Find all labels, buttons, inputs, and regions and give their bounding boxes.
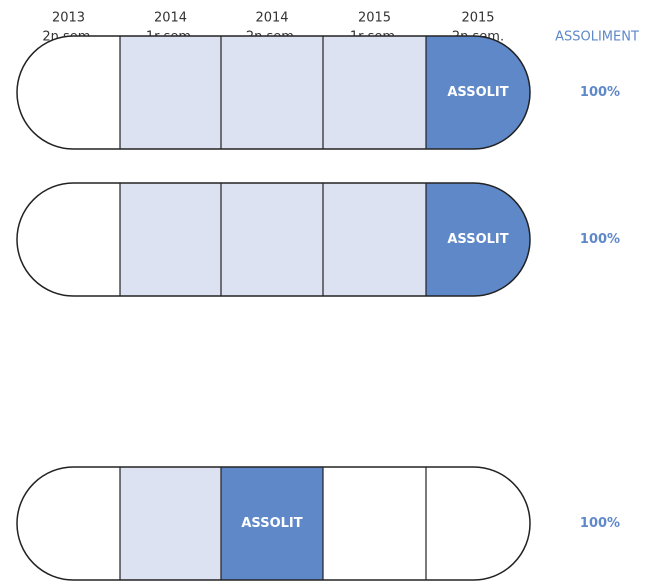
row <box>17 183 530 296</box>
row-outline <box>16 182 531 297</box>
result-header: ASSOLIMENT <box>555 30 639 45</box>
cell <box>17 36 120 149</box>
row-value: 100% <box>580 85 620 100</box>
cell <box>17 467 120 580</box>
cell <box>426 36 530 149</box>
cell <box>120 183 221 296</box>
cell <box>426 467 530 580</box>
cell <box>221 183 323 296</box>
cell <box>120 36 221 149</box>
cell <box>17 183 120 296</box>
column-year: 2015 <box>358 11 391 26</box>
cell-label: ASSOLIT <box>447 85 508 100</box>
column-year: 2014 <box>255 11 288 26</box>
row-outline <box>16 466 531 581</box>
cell <box>120 467 221 580</box>
row <box>17 467 530 580</box>
cell <box>323 183 426 296</box>
row <box>17 36 530 149</box>
cell <box>221 36 323 149</box>
cell-label: ASSOLIT <box>241 516 302 531</box>
cell <box>323 36 426 149</box>
row-outline <box>16 35 531 150</box>
cell <box>426 183 530 296</box>
column-year: 2015 <box>461 11 494 26</box>
cell <box>221 467 323 580</box>
cell-label: ASSOLIT <box>447 232 508 247</box>
row-value: 100% <box>580 516 620 531</box>
column-year: 2013 <box>52 11 85 26</box>
cell <box>323 467 426 580</box>
column-year: 2014 <box>154 11 187 26</box>
row-value: 100% <box>580 232 620 247</box>
